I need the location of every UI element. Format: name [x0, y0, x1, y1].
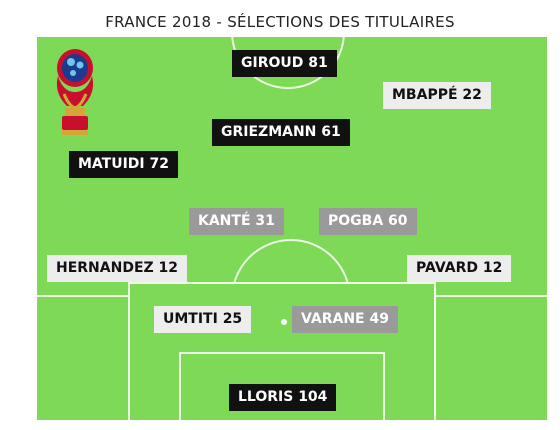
player-varane: VARANE 49	[292, 306, 398, 333]
penalty-spot	[281, 319, 287, 325]
player-kante: KANTÉ 31	[189, 208, 284, 235]
player-pogba: POGBA 60	[319, 208, 417, 235]
player-lloris: LLORIS 104	[229, 384, 337, 411]
player-giroud: GIROUD 81	[232, 50, 337, 77]
player-griezmann: GRIEZMANN 61	[212, 119, 350, 146]
world-cup-trophy-icon	[56, 49, 94, 135]
page-title: FRANCE 2018 - SÉLECTIONS DES TITULAIRES	[105, 13, 455, 31]
player-pavard: PAVARD 12	[407, 255, 512, 282]
goal-box	[179, 352, 385, 420]
player-umtiti: UMTITI 25	[154, 306, 252, 333]
player-matuidi: MATUIDI 72	[69, 151, 178, 178]
player-mbappe: MBAPPÉ 22	[383, 82, 491, 109]
player-hernandez: HERNANDEZ 12	[47, 255, 188, 282]
